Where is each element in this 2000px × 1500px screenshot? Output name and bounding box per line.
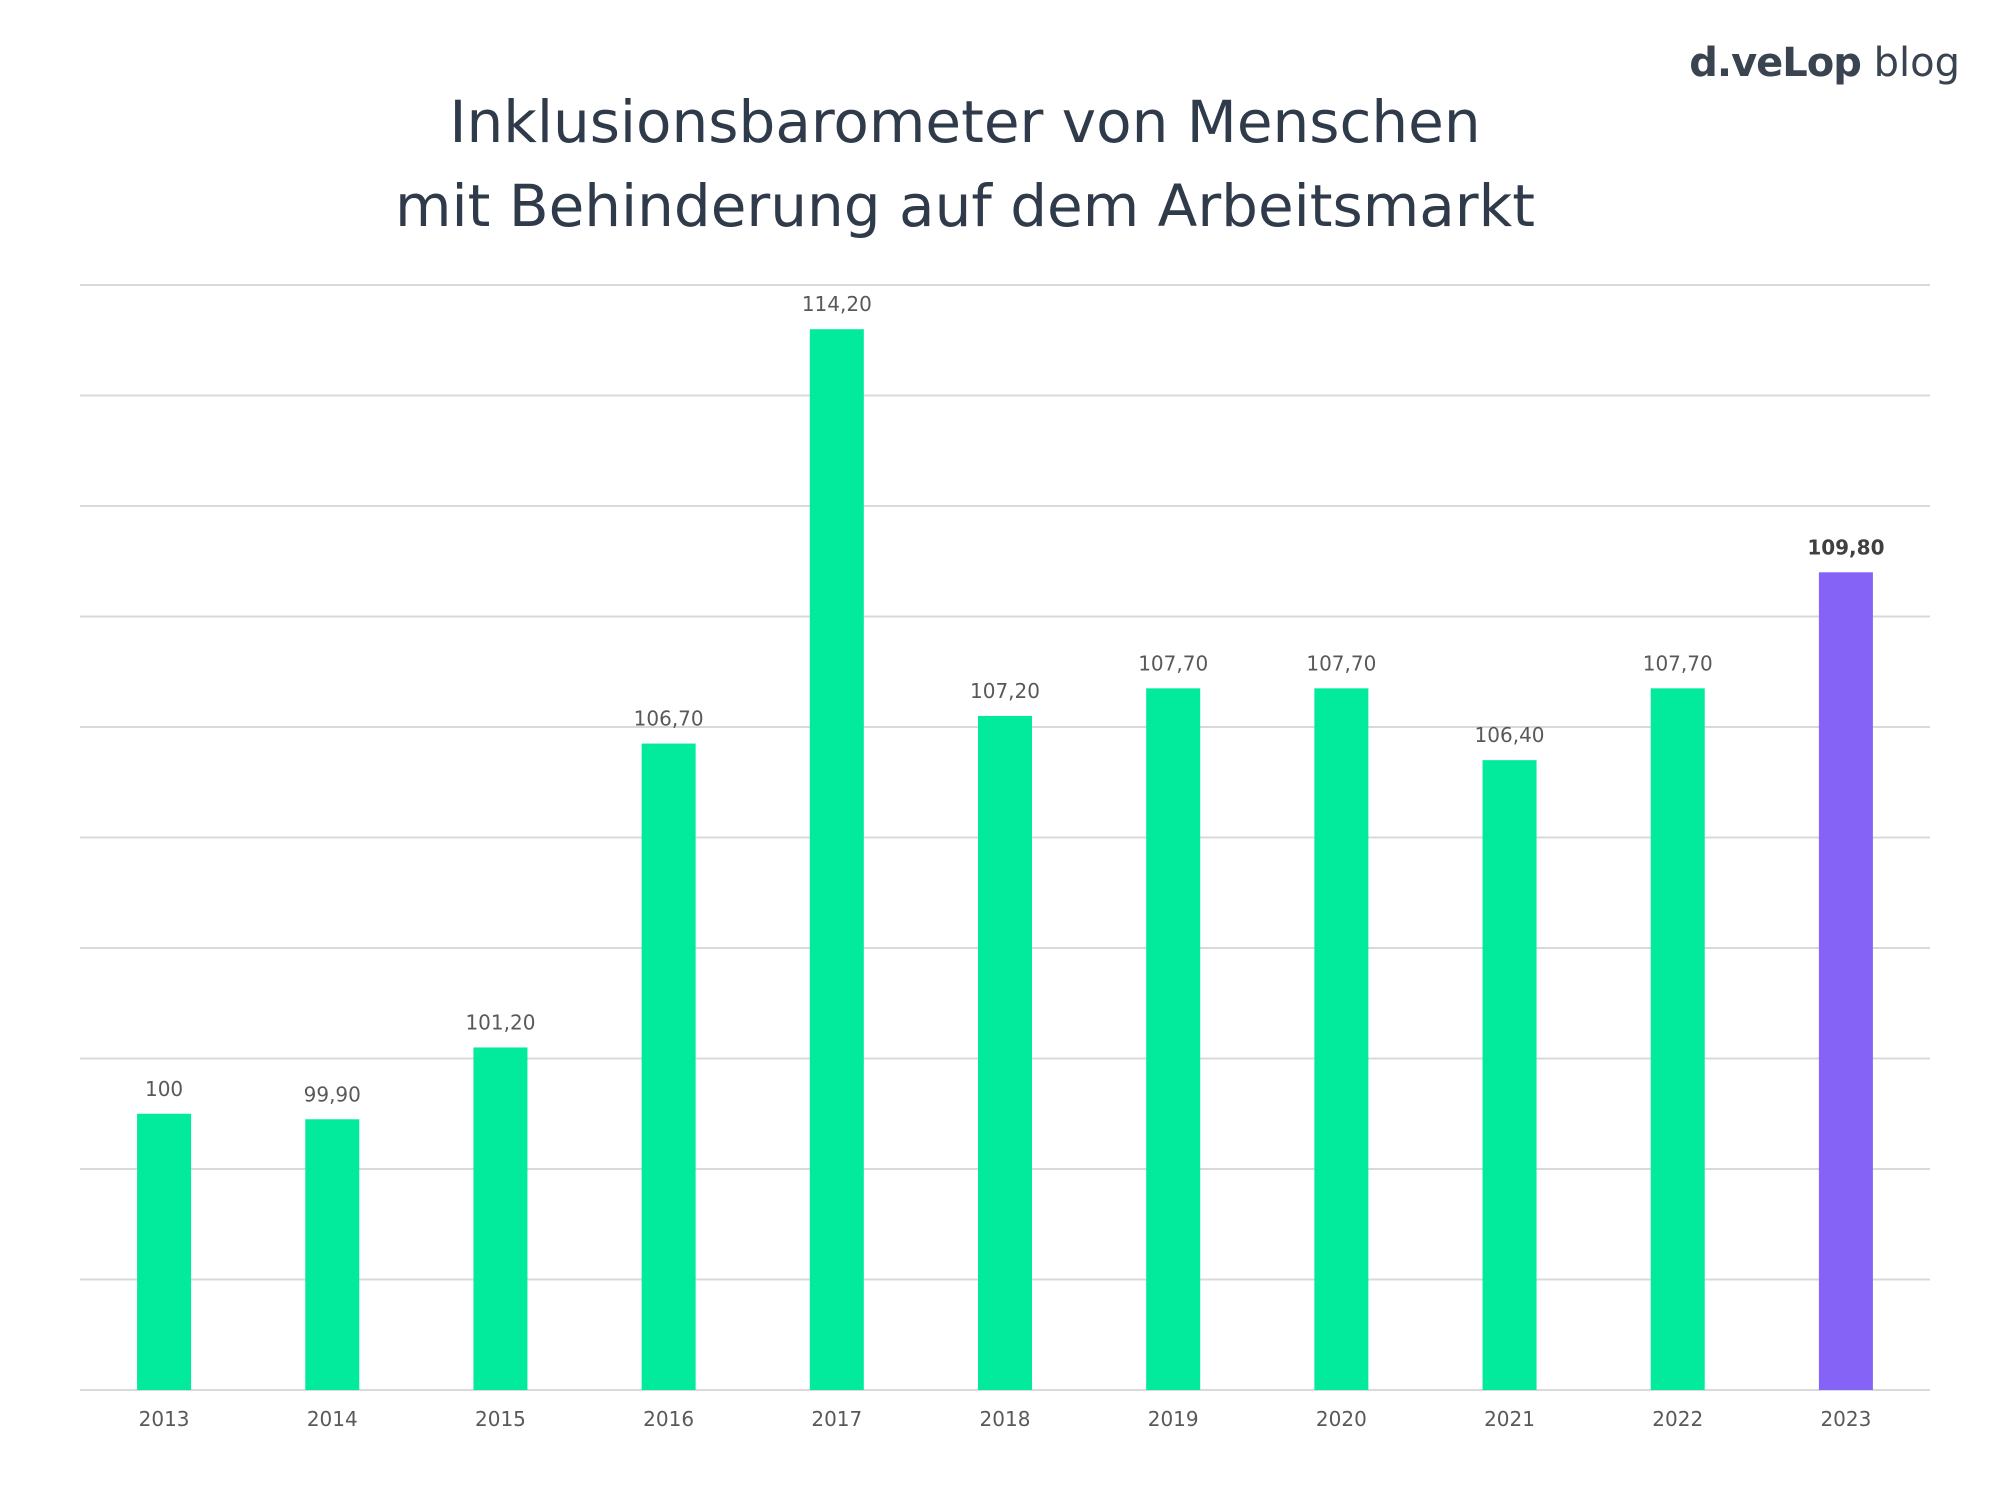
bar-2017 (809, 329, 864, 1391)
chart-title-line-2: mit Behinderung auf dem Arbeitsmarkt (395, 172, 1535, 240)
x-tick-label-2018: 2018 (980, 1407, 1031, 1431)
x-tick-label-2014: 2014 (307, 1407, 358, 1431)
bar-2023 (1818, 572, 1873, 1390)
data-label-2013: 100 (145, 1077, 183, 1101)
x-tick-label-2021: 2021 (1484, 1407, 1535, 1431)
x-tick-label-2013: 2013 (139, 1407, 190, 1431)
bar-2014 (305, 1119, 360, 1390)
brand-logo: d.veLop blog (1689, 40, 1960, 86)
data-label-2016: 106,70 (634, 707, 704, 731)
chart-title-line-1: Inklusionsbarometer von Menschen (449, 88, 1481, 156)
data-label-2023: 109,80 (1807, 535, 1884, 559)
bar-2018 (978, 715, 1032, 1390)
x-tick-label-2022: 2022 (1652, 1407, 1703, 1431)
data-label-2019: 107,70 (1138, 651, 1208, 675)
brand-name: d.veLop (1689, 40, 1862, 86)
bar-2013 (137, 1113, 192, 1390)
data-label-2015: 101,20 (465, 1010, 535, 1034)
bar-2016 (641, 743, 696, 1390)
data-label-2018: 107,20 (970, 679, 1040, 703)
x-tick-label-2019: 2019 (1148, 1407, 1199, 1431)
chart-title: Inklusionsbarometer von Menschen mit Beh… (0, 80, 1930, 248)
data-label-2014: 99,90 (304, 1082, 361, 1106)
x-tick-label-2017: 2017 (811, 1407, 862, 1431)
data-label-2022: 107,70 (1643, 651, 1713, 675)
bar-2019 (1146, 688, 1201, 1390)
bar-2015 (473, 1047, 528, 1390)
data-label-2017: 114,20 (802, 292, 872, 316)
x-tick-label-2023: 2023 (1820, 1407, 1871, 1431)
bar-2022 (1650, 688, 1705, 1390)
data-label-2021: 106,40 (1475, 723, 1545, 747)
x-tick-label-2020: 2020 (1316, 1407, 1367, 1431)
bar-2021 (1482, 760, 1537, 1390)
brand-suffix: blog (1873, 40, 1960, 86)
x-tick-label-2016: 2016 (643, 1407, 694, 1431)
x-tick-label-2015: 2015 (475, 1407, 526, 1431)
data-label-2020: 107,70 (1306, 651, 1376, 675)
bar-2020 (1314, 688, 1369, 1390)
